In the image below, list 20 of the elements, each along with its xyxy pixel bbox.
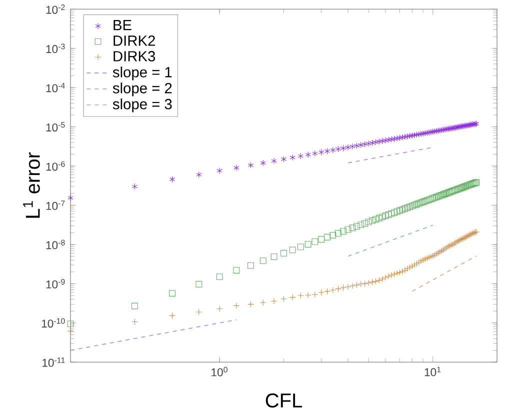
- legend-label: slope = 2: [112, 82, 172, 96]
- y-tick-label: 10$^{-5}$: [46, 122, 65, 132]
- legend-label: slope = 3: [112, 98, 172, 112]
- x-tick-label: 10$^{0}$: [212, 366, 228, 376]
- x-tick-label: 10$^{1}$: [424, 366, 441, 376]
- y-tick-label: 10$^{-9}$: [46, 278, 65, 288]
- y-tick-label: 10$^{-6}$: [46, 161, 65, 171]
- y-tick-label: 10$^{-3}$: [46, 44, 65, 54]
- y-tick-label: 10$^{-4}$: [46, 82, 65, 92]
- y-tick-label: 10$^{-11}$: [42, 357, 65, 367]
- y-tick-label: 10$^{-7}$: [46, 200, 65, 210]
- y-axis-title: L$^{1}$ error: [23, 152, 40, 218]
- y-tick-label: 10$^{-2}$: [46, 4, 65, 14]
- x-axis-title: CFL: [266, 393, 302, 408]
- legend-label: slope = 1: [112, 66, 172, 80]
- y-tick-label: 10$^{-10}$: [42, 318, 65, 328]
- legend-label: BE: [114, 20, 132, 30]
- legend-label: DIRK2: [114, 35, 155, 46]
- y-tick-label: 10$^{-8}$: [46, 240, 65, 250]
- legend-label: DIRK3: [114, 51, 156, 62]
